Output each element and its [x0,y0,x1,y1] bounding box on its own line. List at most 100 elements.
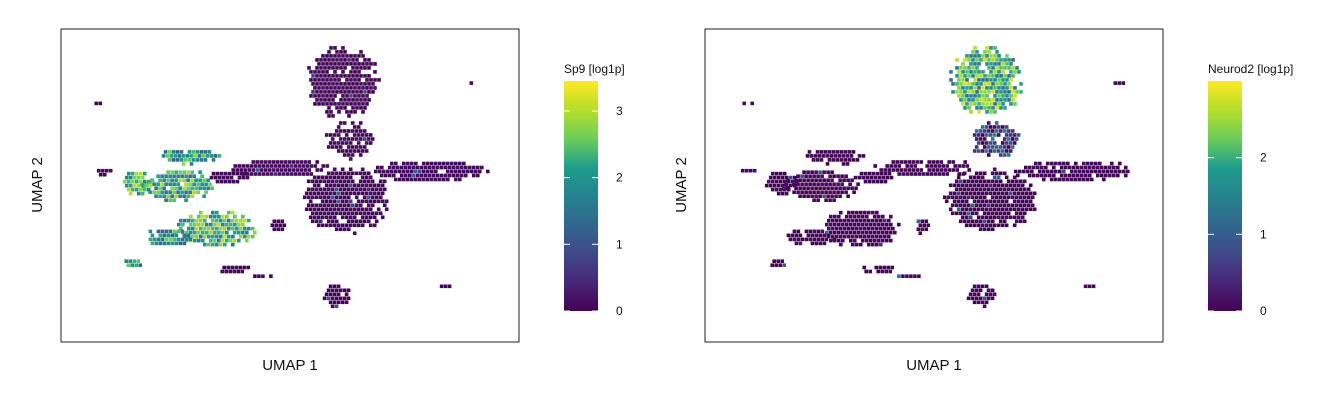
cell-point [1007,58,1011,62]
cell-point [456,173,460,178]
cell-point [988,125,993,129]
cell-point [974,219,979,224]
cell-point [304,207,309,212]
cell-point [352,183,357,188]
cell-point [363,66,367,70]
cell-point [158,233,163,238]
cell-point [968,223,973,228]
cell-point [838,194,842,198]
cell-point [168,190,172,194]
cell-point [825,154,830,158]
cell-point [340,183,345,188]
cell-point [358,137,363,141]
cell-point [366,211,371,216]
cell-point [846,194,850,198]
cell-point [1024,191,1029,196]
cell-point [924,227,929,232]
cell-point [814,170,818,174]
cell-point [917,274,921,278]
cell-point [128,191,133,196]
cell-point [972,191,977,196]
cell-point [142,179,147,184]
cell-point [223,179,228,184]
cell-point [140,183,145,188]
cell-point [178,170,182,174]
cell-point [342,121,347,125]
cell-point [1116,173,1120,178]
cell-point [338,145,343,149]
cell-point [203,218,207,223]
cell-point [778,171,783,176]
cell-point [963,98,967,102]
cell-point [978,129,983,133]
cell-point [225,175,230,180]
cell-point [950,195,955,200]
cell-point [959,66,963,70]
cell-point [961,102,965,106]
cell-point [1001,102,1005,106]
cell-point [875,242,879,247]
cell-point [330,296,335,301]
cell-point [362,129,367,133]
cell-point [166,170,170,174]
cell-cluster [469,81,474,85]
cell-point [968,191,973,196]
cell-point [354,171,359,176]
cell-point [999,90,1003,94]
cell-point [824,198,828,202]
cell-point [1124,173,1128,178]
cell-point [1082,161,1086,166]
cell-point [977,86,981,90]
cell-point [1032,191,1037,196]
cell-point [164,198,168,202]
cell-point [768,183,773,188]
cell-point [780,191,785,196]
cell-point [893,164,897,168]
colorbar-gradient [1208,81,1242,311]
cell-point [948,191,953,196]
cell-point [1017,70,1021,74]
cell-point [332,215,337,220]
cell-point [327,82,331,86]
cell-point [344,199,349,204]
cell-point [1009,86,1013,90]
cell-point [881,238,885,243]
cell-point [166,194,170,198]
cell-point [869,222,873,227]
cell-point [324,191,329,196]
cell-point [999,58,1003,62]
cell-point [355,106,359,110]
cell-point [410,169,414,174]
cell-point [237,175,242,180]
cell-point [973,54,977,58]
cell-point [909,172,913,176]
cell-point [955,168,959,172]
cell-point [253,230,257,235]
cell-point [197,214,201,219]
cell-point [452,165,456,170]
cell-point [835,218,839,223]
cell-point [346,288,351,293]
cell-point [1110,161,1114,166]
cell-point [358,153,363,157]
cell-point [999,82,1003,86]
cell-point [800,182,804,186]
cell-point [170,194,174,198]
cell-point [981,54,985,58]
cell-point [353,110,357,114]
cell-point [966,195,971,200]
cell-point [995,106,999,110]
cell-point [983,106,987,110]
cell-point [259,160,263,164]
cell-point [330,171,335,176]
cell-point [956,183,961,188]
cell-point [1008,207,1013,212]
cell-point [439,284,444,289]
cell-point [189,154,194,158]
cell-point [976,141,981,145]
cell-point [339,82,343,86]
cell-point [1070,177,1074,182]
cell-point [982,296,987,301]
cell-point [955,82,959,86]
cell-point [311,82,315,86]
